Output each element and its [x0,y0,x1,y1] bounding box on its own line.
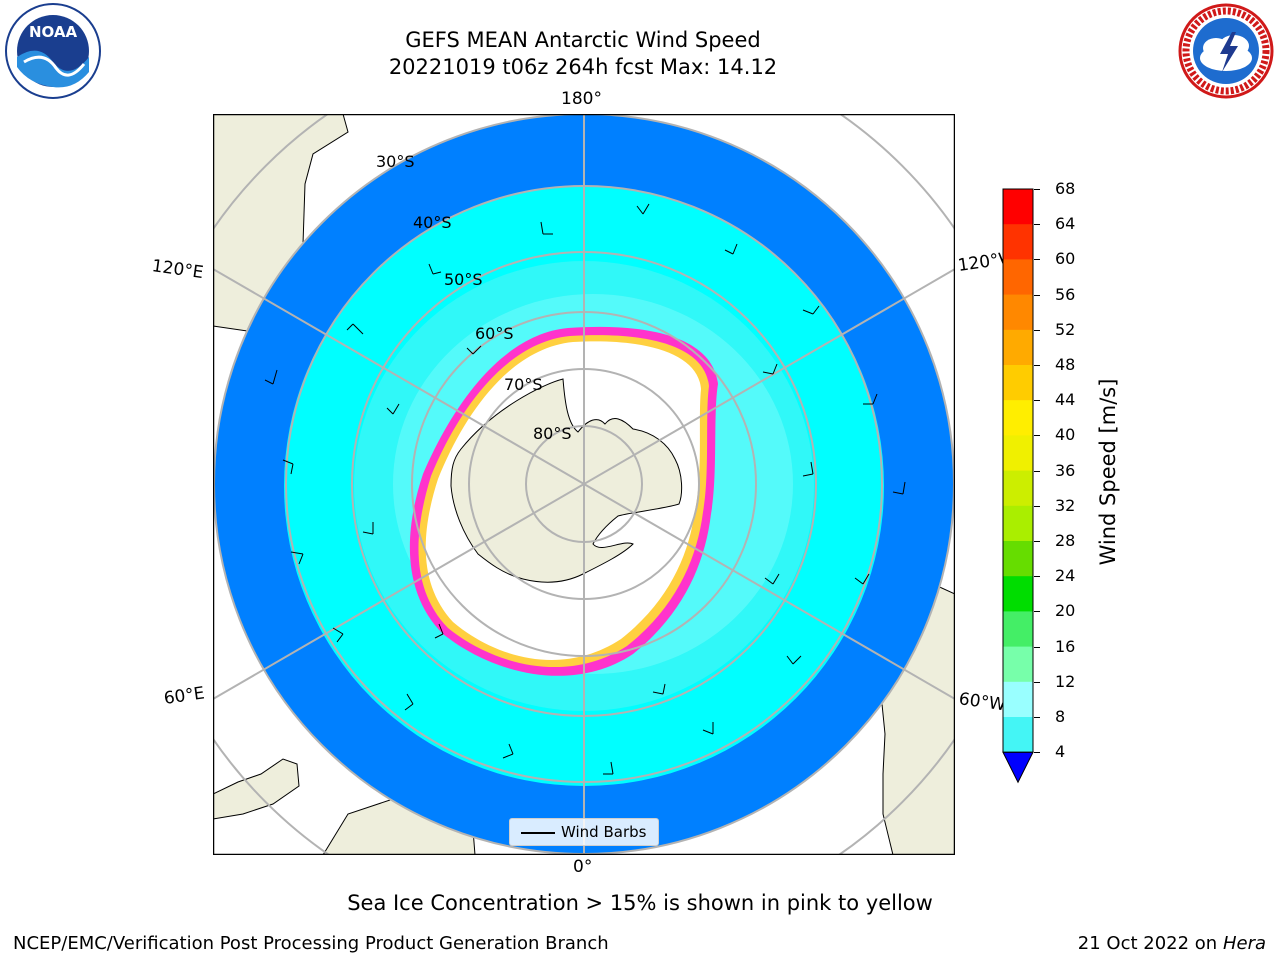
wind-barbs-legend: Wind Barbs [509,818,659,846]
antarctica-landmass [450,378,683,583]
colorbar-tick-mark [1034,365,1040,366]
colorbar-segment [1003,576,1033,612]
map-title: GEFS MEAN Antarctic Wind Speed [405,28,761,52]
colorbar-tick-mark [1034,611,1040,613]
legend-line-swatch [521,832,555,834]
lat-label-70s: 70°S [504,375,543,394]
map-subtitle: 20221019 t06z 264h fcst Max: 14.12 [388,55,778,79]
colorbar-tick-mark [1034,259,1040,261]
colorbar-segment [1003,329,1033,366]
lat-label-30s: 30°S [376,152,415,171]
footer-branch: NCEP/EMC/Verification Post Processing Pr… [13,933,609,954]
map-border [213,114,955,855]
colorbar-tick-label: 24 [1055,566,1076,586]
longitude-grid [213,114,955,855]
colorbar-segment [1003,365,1033,401]
sea-ice-caption: Sea Ice Concentration > 15% is shown in … [347,891,933,915]
colorbar-segment [1003,505,1033,542]
colorbar-segment [1003,681,1033,718]
lat-label-60s: 60°S [475,324,514,343]
colorbar-tick-label: 16 [1055,636,1076,656]
colorbar-segment [1003,224,1033,260]
colorbar-tick-label: 8 [1055,707,1066,726]
colorbar-segment [1003,189,1033,225]
map-panel [213,114,955,855]
colorbar-segment [1003,611,1033,648]
colorbar-tick-mark [1034,329,1040,331]
colorbar-tick-mark [1034,681,1040,683]
colorbar-segment [1003,294,1033,331]
colorbar-tick-mark [1034,717,1040,718]
colorbar-tick-label: 44 [1055,390,1076,410]
lat-label-40s: 40°S [413,213,452,232]
wind-barbs [264,203,906,775]
colorbar-segment [1003,470,1033,507]
colorbar-tick-mark [1034,541,1040,542]
noaa-logo-text: NOAA [29,23,78,41]
legend-label: Wind Barbs [561,823,647,841]
colorbar-tick-label: 20 [1055,601,1076,621]
lon-label-180: 180° [561,89,602,109]
colorbar-tick-label: 12 [1055,671,1076,691]
colorbar-tick-mark [1034,470,1040,472]
colorbar-tick-label: 4 [1055,742,1066,762]
lon-label-60e: 60°E [162,683,206,709]
nws-logo [1178,3,1274,99]
colorbar-tick-label: 68 [1055,179,1076,198]
colorbar-tick-label: 32 [1055,495,1076,515]
colorbar-label: Wind Speed [m/s] [1096,378,1120,566]
colorbar-tick-mark [1034,400,1040,402]
lat-label-50s: 50°S [444,270,483,289]
colorbar-tick-label: 48 [1055,355,1076,374]
colorbar-tick-mark [1034,646,1040,648]
noaa-logo: NOAA [5,3,101,99]
colorbar-tick-label: 64 [1055,214,1076,234]
colorbar-segment [1003,259,1033,296]
colorbar-segment [1003,646,1033,683]
colorbar-segment [1003,541,1033,577]
colorbar-tick-mark [1034,576,1040,578]
colorbar-tick-mark [1034,752,1040,754]
colorbar-tick-label: 36 [1055,460,1076,480]
lon-label-0: 0° [573,857,593,877]
colorbar-tick-mark [1034,224,1040,226]
colorbar [1002,188,1034,784]
colorbar-tick-mark [1034,294,1040,296]
colorbar-tick-mark [1034,435,1040,437]
colorbar-tick-label: 52 [1055,319,1076,339]
colorbar-tick-label: 56 [1055,284,1076,304]
colorbar-extend-arrow [1002,751,1034,784]
footer-date-text: 21 Oct 2022 on [1077,933,1223,954]
lat-label-80s: 80°S [533,424,572,443]
colorbar-tick-mark [1034,505,1040,507]
colorbar-segment [1003,717,1033,753]
colorbar-segment [1003,400,1033,436]
lon-label-60w: 60°W [957,689,1007,716]
colorbar-border [1002,188,1034,753]
colorbar-tick-mark [1034,189,1040,190]
colorbar-tick-label: 40 [1055,425,1076,445]
colorbar-segment [1003,435,1033,472]
footer-date: 21 Oct 2022 on Hera [1078,933,1266,954]
lon-label-120e: 120°E [150,256,205,284]
footer-machine: Hera [1222,933,1266,954]
colorbar-tick-label: 60 [1055,249,1076,269]
colorbar-tick-label: 28 [1055,531,1076,550]
